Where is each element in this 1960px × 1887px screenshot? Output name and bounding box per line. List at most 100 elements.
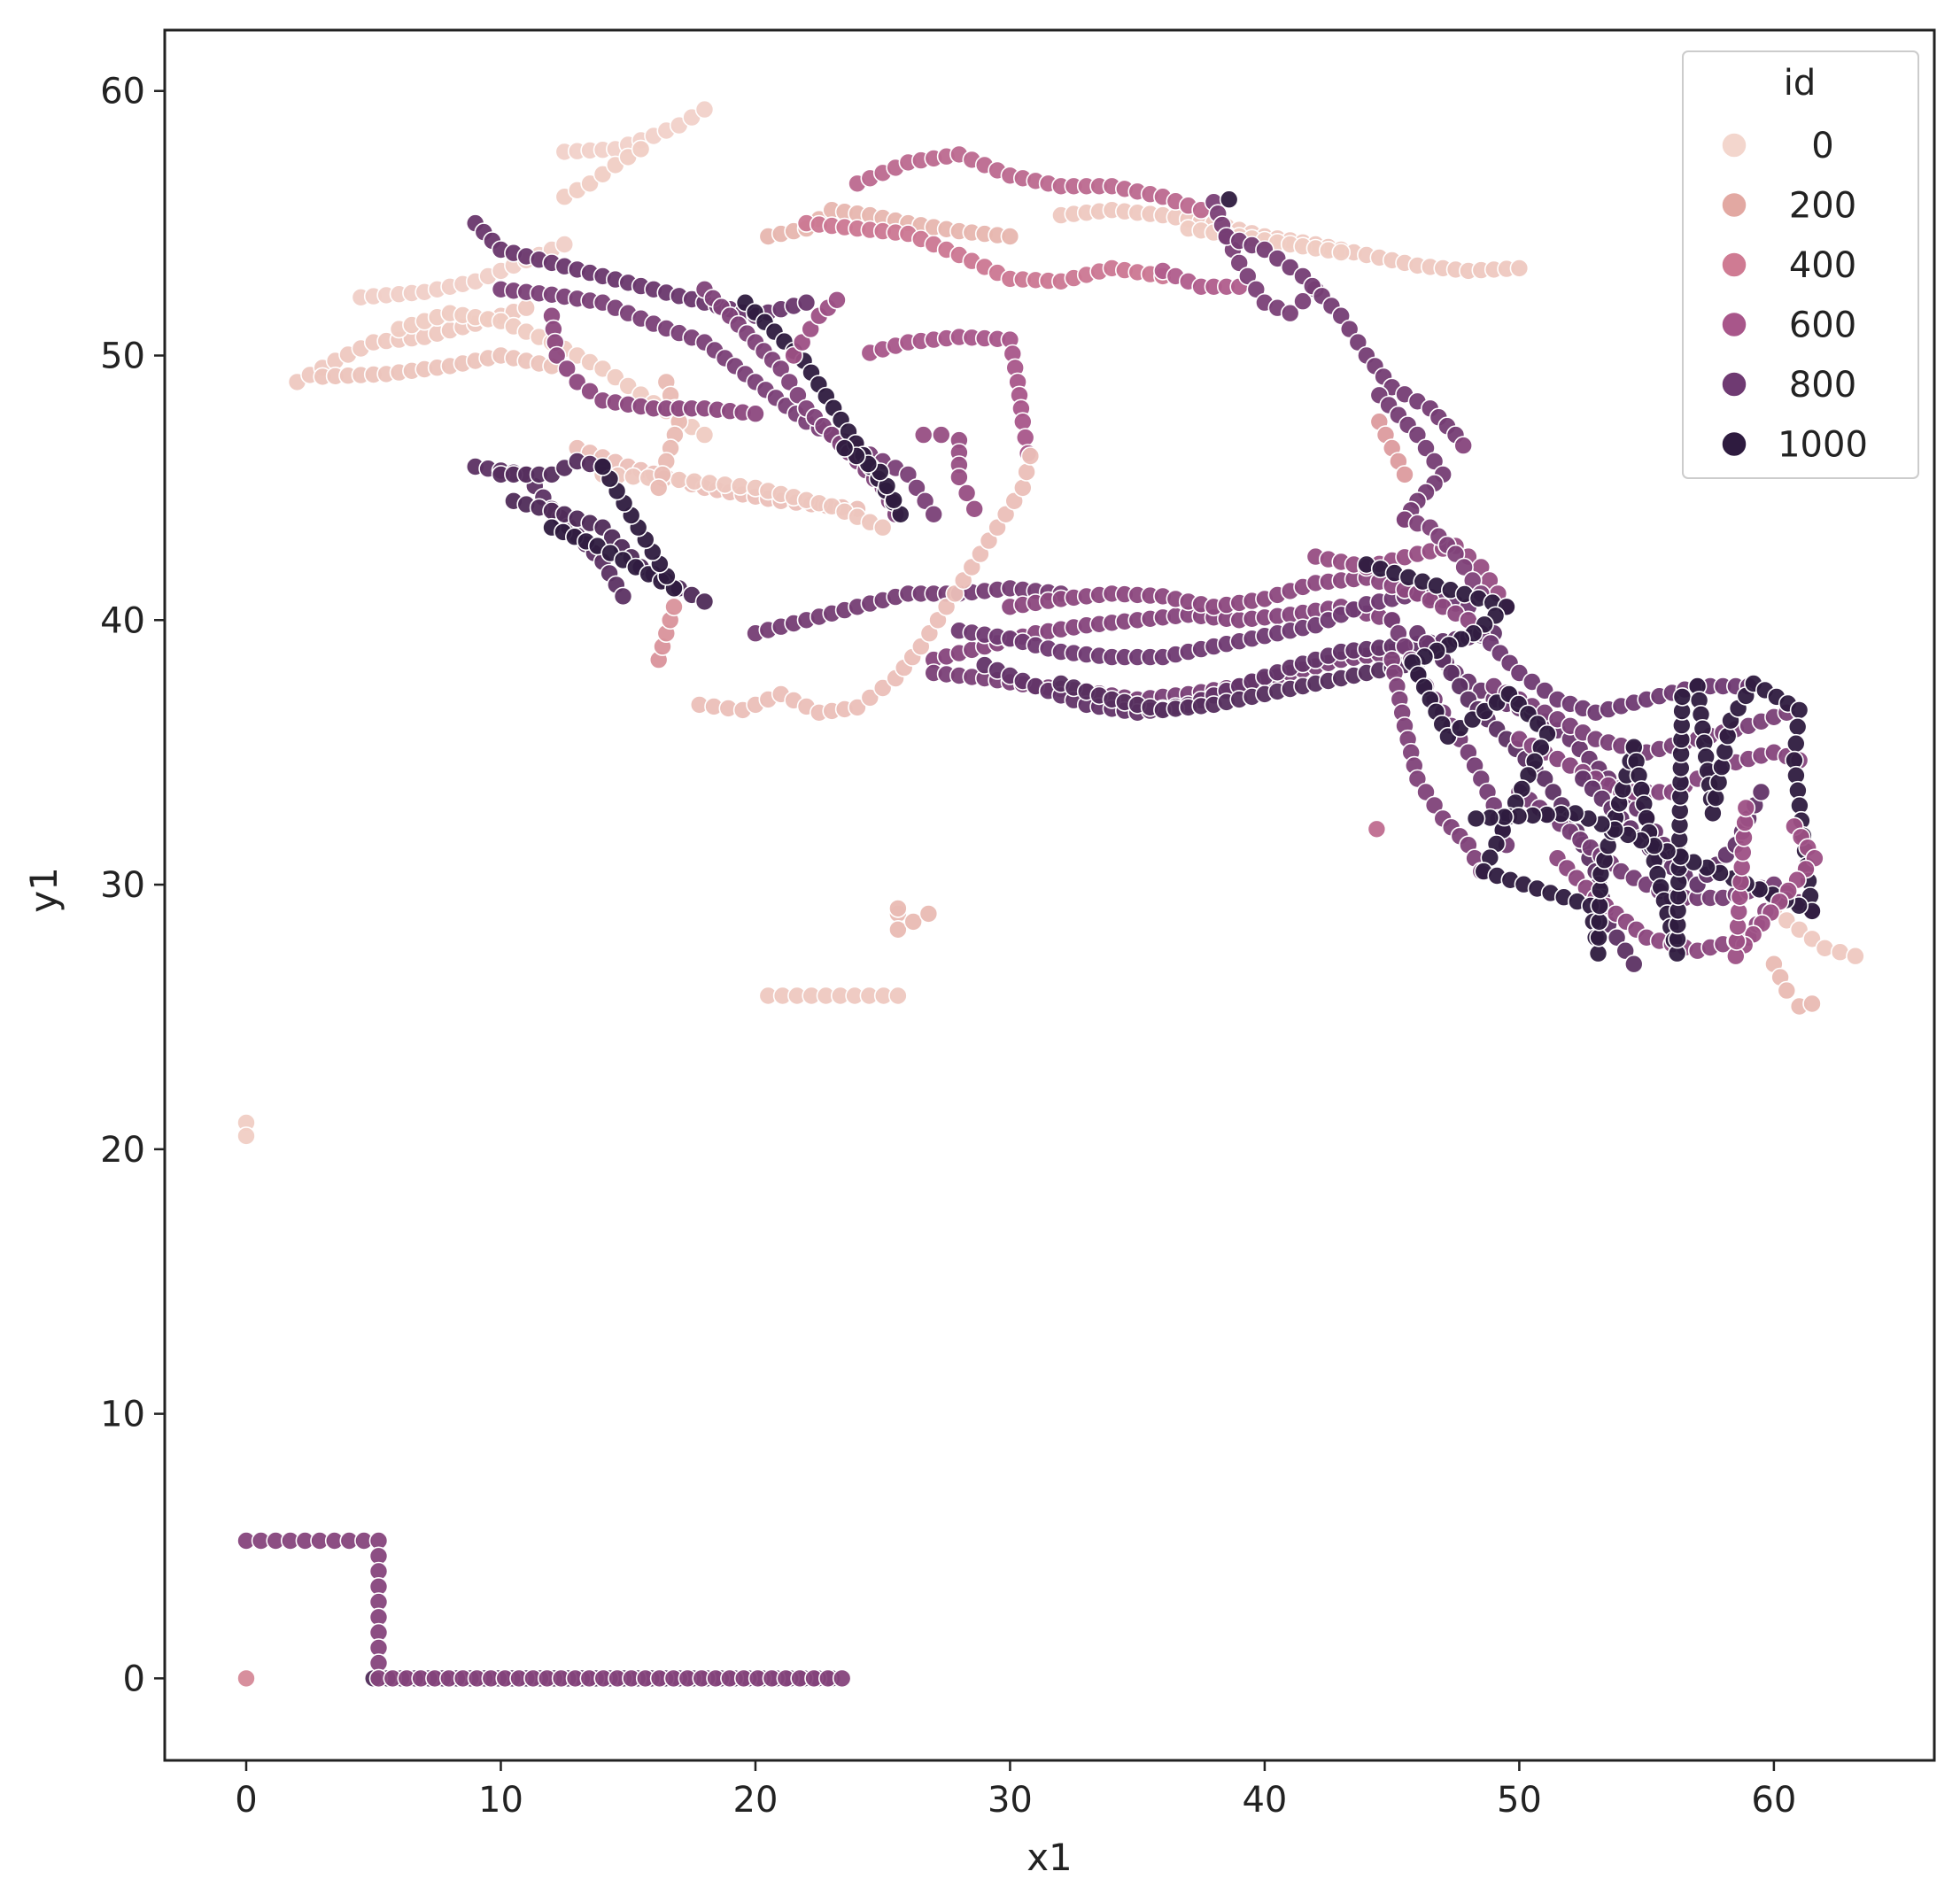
data-point [236,1126,256,1146]
data-point [995,504,1016,524]
data-point [1453,436,1473,455]
track-34 [913,425,984,519]
data-point [613,586,633,607]
data-point [1591,880,1610,900]
legend-label: 800 [1789,365,1856,406]
track-1 [554,139,651,206]
data-point [903,912,923,932]
x-tick-label: 60 [1751,1780,1796,1821]
data-point [516,298,537,318]
legend-marker [1721,251,1747,278]
legend-marker [1721,371,1747,398]
x-tick-label: 30 [988,1780,1033,1821]
data-points [236,99,1865,1689]
data-point [1589,928,1608,947]
track-44 [949,584,1478,667]
data-point [872,517,893,537]
x-axis-label: x1 [1026,1836,1073,1879]
legend: id 0 200 400 600 800 1000 [1682,50,1919,479]
data-point [1219,189,1239,209]
legend-items: 0 200 400 600 800 1000 [1721,126,1868,466]
x-tick-label: 0 [235,1780,257,1821]
data-point [1441,663,1461,683]
data-point [860,688,880,708]
track-41 [689,446,1041,723]
data-point [928,610,948,630]
data-point [1777,980,1797,1001]
y-tick-label: 50 [100,336,145,376]
y-tick-label: 20 [100,1130,145,1171]
data-point [848,698,867,717]
track-23 [1153,261,1249,297]
legend-label: 200 [1789,186,1856,227]
track-37 [1217,227,1466,445]
track-15 [758,986,908,1006]
track-12 [1369,412,1414,484]
data-point [1367,819,1387,839]
track-19 [236,1668,256,1689]
data-point [1331,243,1351,262]
track-46 [1000,568,1478,630]
data-point [1708,772,1729,793]
track-52 [1382,650,1491,881]
legend-title: id [1784,63,1817,104]
data-point [557,359,577,379]
data-point [1672,687,1693,707]
track-27 [542,305,765,424]
data-point [965,499,984,519]
data-point [1017,462,1036,482]
data-point [957,483,977,503]
data-point [913,425,934,445]
x-tick-label: 40 [1242,1780,1287,1821]
data-point [1509,259,1530,278]
data-point [834,438,855,458]
track-24 [860,327,1038,463]
data-point [1015,428,1035,447]
data-point [1590,896,1609,916]
data-point [236,1668,256,1689]
y-tick-label: 40 [100,600,145,641]
track-0 [554,99,715,162]
track-64 [236,1531,852,1689]
track-40 [1453,436,1473,455]
data-point [788,385,808,406]
track-62 [542,457,684,599]
y-tick-label: 10 [100,1395,145,1435]
data-point [1589,912,1609,932]
track-13 [648,597,684,669]
data-point [648,478,669,498]
data-point [924,504,943,524]
data-point [918,904,939,924]
data-point [694,425,715,445]
data-point [1789,700,1809,720]
y-axis-label: y1 [22,867,66,913]
track-65 [1367,819,1387,839]
x-tick-label: 50 [1497,1780,1542,1821]
data-point [888,920,908,940]
data-point [1751,782,1771,802]
data-point [1615,940,1635,961]
y-tick-label: 0 [123,1659,145,1699]
track-61 [1726,798,1824,966]
data-point [898,465,918,484]
data-point [580,381,600,401]
track-21 [848,144,1211,220]
data-point [832,1668,852,1689]
track-14 [888,899,939,940]
data-point [554,235,575,254]
data-point [1395,465,1414,484]
data-point [1293,291,1313,312]
legend-marker [1721,430,1747,458]
legend-label: 0 [1811,126,1833,166]
data-point [953,570,973,591]
legend-label: 400 [1789,245,1856,286]
track-18 [236,1113,256,1146]
legend-marker [1721,191,1747,219]
plot-frame [163,28,1936,1762]
data-point [796,292,817,313]
data-point [1000,227,1020,246]
data-point [1229,253,1249,273]
data-point [1802,994,1822,1014]
data-point [888,986,908,1006]
